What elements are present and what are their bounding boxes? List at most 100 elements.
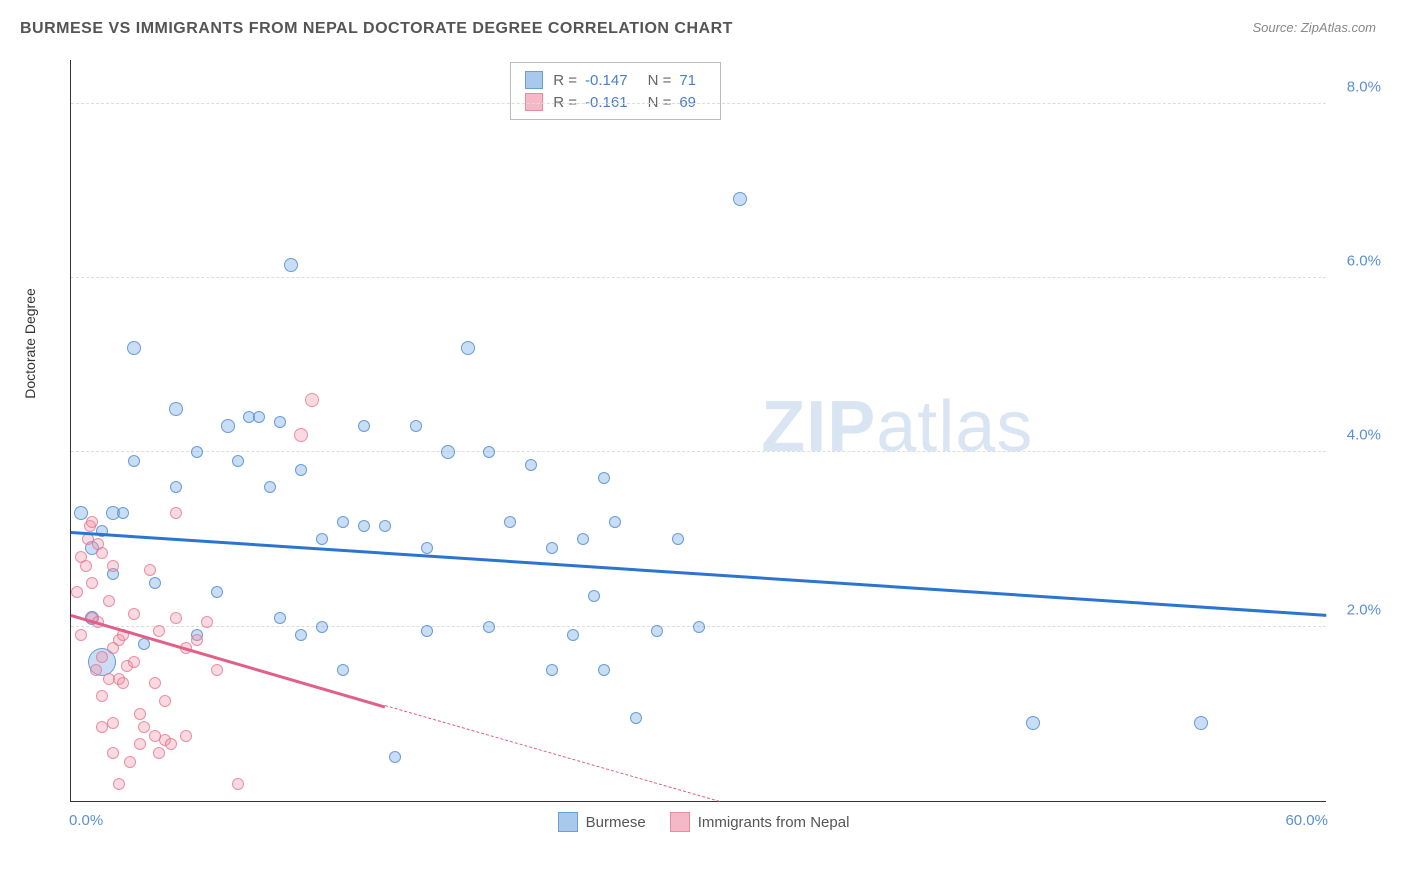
data-point	[253, 411, 265, 423]
data-point	[525, 459, 537, 471]
bottom-legend: Burmese Immigrants from Nepal	[558, 812, 850, 832]
data-point	[134, 738, 146, 750]
data-point	[588, 590, 600, 602]
data-point	[103, 595, 115, 607]
data-point	[117, 507, 129, 519]
y-tick-label: 2.0%	[1347, 601, 1381, 618]
data-point	[127, 341, 141, 355]
stats-r-label: R =	[553, 72, 577, 89]
y-tick-label: 4.0%	[1347, 427, 1381, 444]
legend-swatch	[670, 812, 690, 832]
data-point	[421, 542, 433, 554]
data-point	[504, 516, 516, 528]
data-point	[295, 464, 307, 476]
data-point	[598, 472, 610, 484]
data-point	[232, 778, 244, 790]
stats-box: R =-0.147N =71R =-0.161N =69	[510, 62, 721, 120]
data-point	[284, 258, 298, 272]
data-point	[149, 577, 161, 589]
chart-title: BURMESE VS IMMIGRANTS FROM NEPAL DOCTORA…	[20, 20, 733, 38]
data-point	[630, 712, 642, 724]
data-point	[733, 192, 747, 206]
data-point	[598, 664, 610, 676]
data-point	[483, 621, 495, 633]
data-point	[138, 638, 150, 650]
legend-label: Burmese	[586, 814, 646, 831]
data-point	[80, 560, 92, 572]
legend-label: Immigrants from Nepal	[698, 814, 850, 831]
data-point	[294, 428, 308, 442]
y-axis-title: Doctorate Degree	[22, 288, 38, 399]
data-point	[165, 738, 177, 750]
stats-n-value: 71	[679, 72, 696, 89]
data-point	[191, 446, 203, 458]
data-point	[169, 402, 183, 416]
data-point	[546, 664, 558, 676]
data-point	[316, 533, 328, 545]
data-point	[546, 542, 558, 554]
legend-item: Immigrants from Nepal	[670, 812, 850, 832]
stats-r-value: -0.147	[585, 72, 628, 89]
chart-container: Doctorate Degree ZIPatlas R =-0.147N =71…	[50, 60, 1386, 832]
data-point	[358, 520, 370, 532]
watermark-bold: ZIP	[761, 387, 876, 467]
data-point	[107, 560, 119, 572]
y-tick-label: 8.0%	[1347, 78, 1381, 95]
x-tick-max: 60.0%	[1285, 812, 1328, 829]
trend-line	[71, 531, 1326, 616]
watermark-light: atlas	[876, 387, 1033, 467]
data-point	[609, 516, 621, 528]
data-point	[693, 621, 705, 633]
plot-area: ZIPatlas R =-0.147N =71R =-0.161N =69 0.…	[70, 60, 1326, 802]
data-point	[128, 656, 140, 668]
legend-swatch	[558, 812, 578, 832]
data-point	[117, 677, 129, 689]
data-point	[211, 664, 223, 676]
data-point	[274, 612, 286, 624]
watermark: ZIPatlas	[761, 386, 1033, 468]
data-point	[153, 625, 165, 637]
data-point	[107, 747, 119, 759]
legend-item: Burmese	[558, 812, 646, 832]
data-point	[358, 420, 370, 432]
y-tick-label: 6.0%	[1347, 252, 1381, 269]
data-point	[170, 612, 182, 624]
stats-row: R = -0.147 N = 71	[525, 69, 706, 91]
data-point	[153, 747, 165, 759]
data-point	[96, 651, 108, 663]
data-point	[232, 455, 244, 467]
data-point	[295, 629, 307, 641]
data-point	[170, 507, 182, 519]
data-point	[567, 629, 579, 641]
data-point	[75, 629, 87, 641]
data-point	[221, 419, 235, 433]
data-point	[651, 625, 663, 637]
data-point	[124, 756, 136, 768]
x-tick-min: 0.0%	[69, 812, 103, 829]
data-point	[159, 695, 171, 707]
data-point	[461, 341, 475, 355]
data-point	[483, 446, 495, 458]
stats-swatch	[525, 71, 543, 89]
header: BURMESE VS IMMIGRANTS FROM NEPAL DOCTORA…	[0, 0, 1406, 48]
data-point	[134, 708, 146, 720]
data-point	[107, 717, 119, 729]
data-point	[86, 516, 98, 528]
data-point	[138, 721, 150, 733]
trend-line	[71, 614, 385, 708]
data-point	[149, 677, 161, 689]
data-point	[441, 445, 455, 459]
source-attribution: Source: ZipAtlas.com	[1252, 20, 1376, 35]
data-point	[337, 516, 349, 528]
data-point	[128, 455, 140, 467]
data-point	[96, 547, 108, 559]
grid-line	[71, 277, 1326, 278]
data-point	[337, 664, 349, 676]
data-point	[410, 420, 422, 432]
data-point	[274, 416, 286, 428]
stats-n-label: N =	[648, 72, 672, 89]
data-point	[264, 481, 276, 493]
data-point	[389, 751, 401, 763]
data-point	[316, 621, 328, 633]
data-point	[144, 564, 156, 576]
